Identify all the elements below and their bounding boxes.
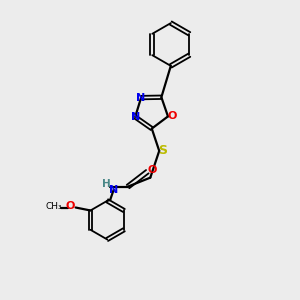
Text: O: O	[148, 165, 157, 175]
Text: N: N	[130, 112, 140, 122]
Text: H: H	[102, 179, 111, 189]
Text: O: O	[168, 111, 177, 121]
Text: S: S	[159, 144, 168, 158]
Text: O: O	[66, 201, 75, 211]
Text: N: N	[136, 93, 145, 103]
Text: N: N	[109, 184, 119, 194]
Text: CH₃: CH₃	[46, 202, 62, 211]
